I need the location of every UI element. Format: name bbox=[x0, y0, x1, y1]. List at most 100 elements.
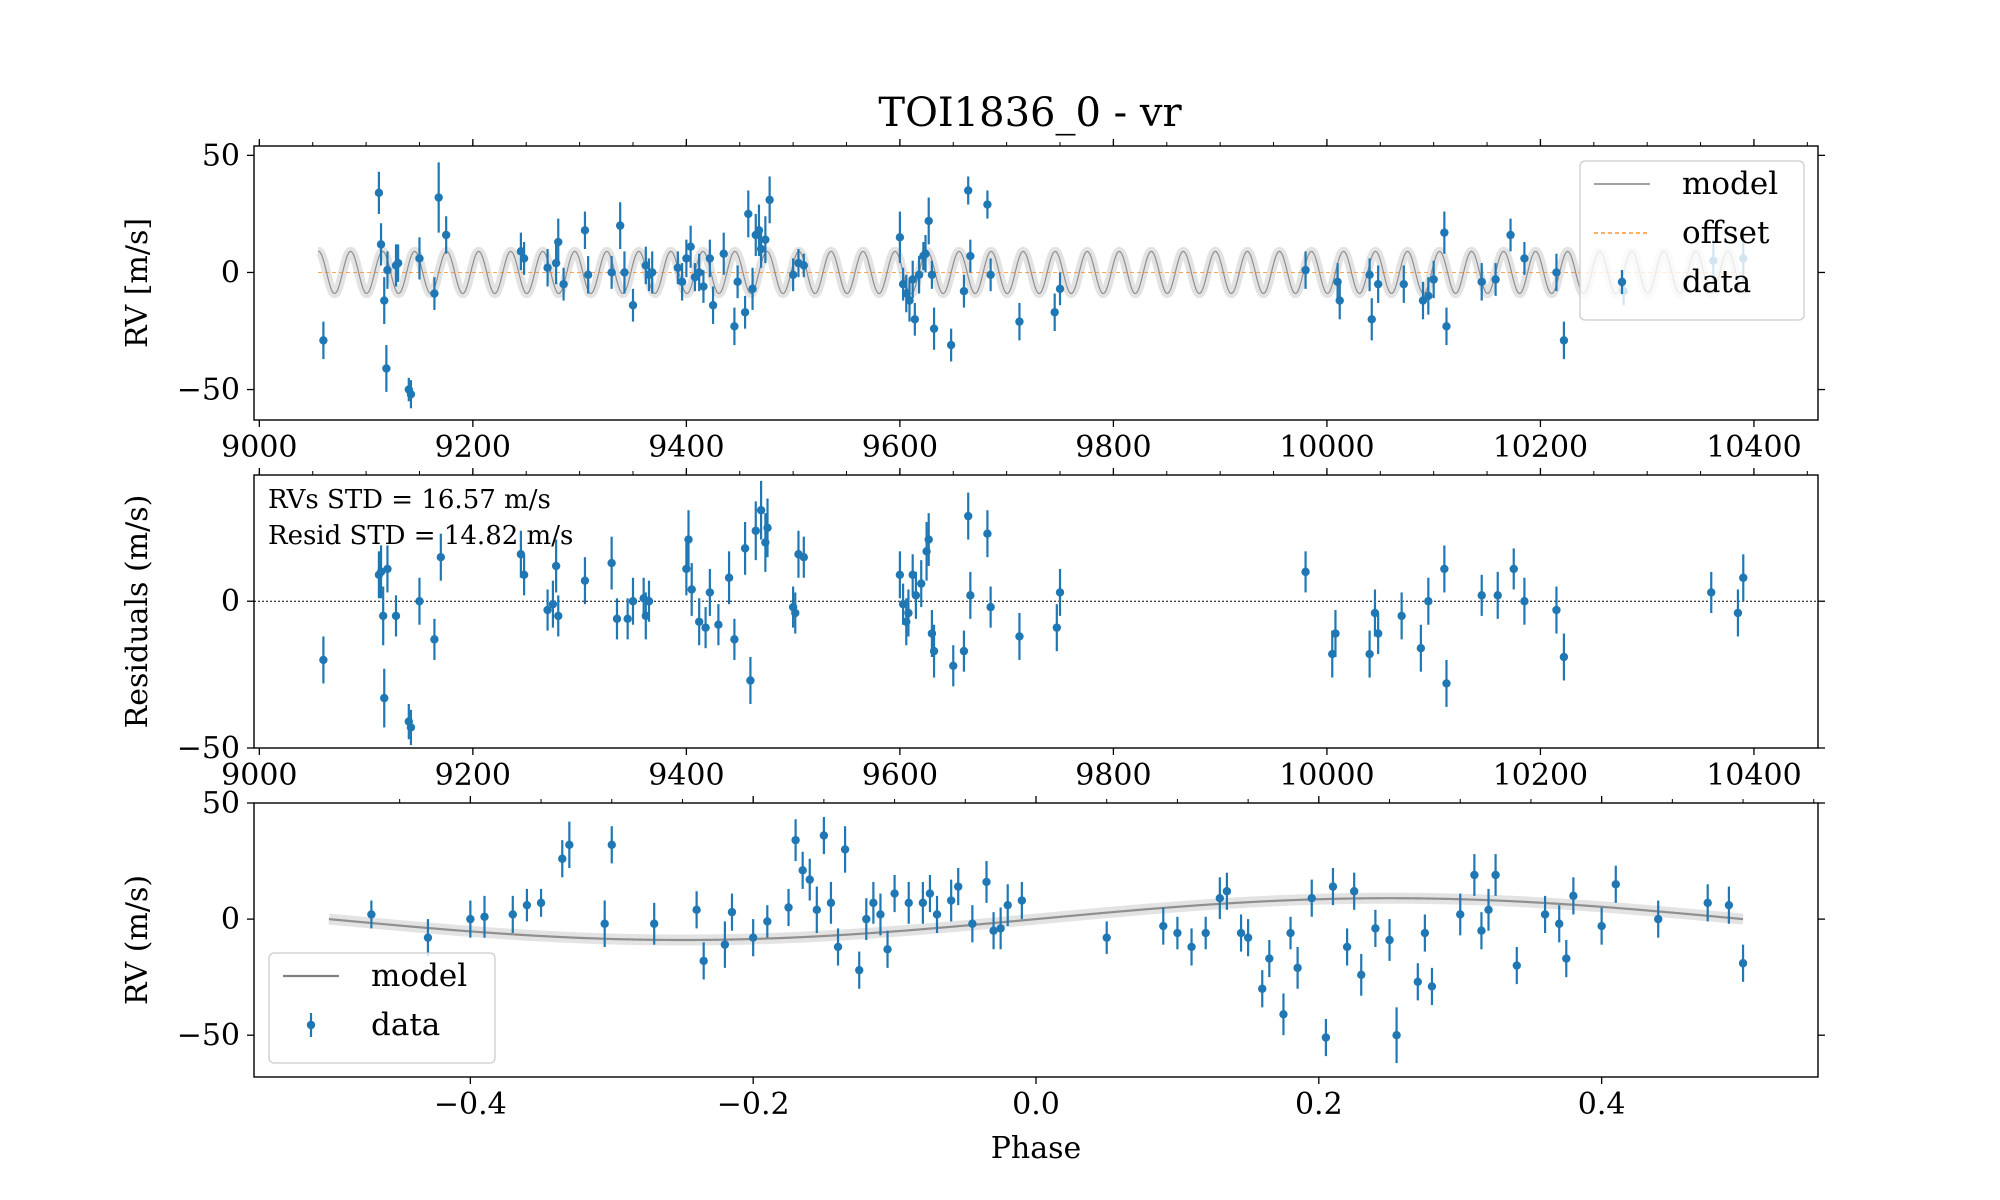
data-point bbox=[406, 709, 416, 746]
y-tick-label: 0 bbox=[221, 902, 240, 937]
data-marker bbox=[580, 226, 590, 235]
data-point bbox=[1559, 633, 1569, 681]
data-marker bbox=[383, 564, 392, 574]
data-marker bbox=[607, 558, 616, 568]
data-point bbox=[1493, 571, 1502, 619]
data-marker bbox=[1265, 954, 1274, 963]
data-marker bbox=[1370, 608, 1380, 618]
data-marker bbox=[1367, 315, 1376, 324]
data-marker bbox=[380, 693, 389, 703]
data-marker bbox=[378, 611, 388, 621]
data-point bbox=[684, 510, 693, 569]
data-point bbox=[1540, 895, 1550, 934]
data-point bbox=[415, 577, 424, 625]
data-marker bbox=[522, 900, 532, 910]
data-marker bbox=[519, 570, 529, 580]
data-point bbox=[649, 902, 659, 945]
data-marker bbox=[580, 576, 590, 585]
data-point bbox=[1050, 293, 1059, 332]
data-point bbox=[1611, 865, 1620, 903]
data-marker bbox=[910, 315, 920, 324]
data-point bbox=[744, 190, 753, 238]
data-marker bbox=[1215, 894, 1225, 903]
x-tick-label: 9600 bbox=[862, 758, 938, 793]
data-point bbox=[1373, 612, 1383, 655]
y-tick-label: −50 bbox=[177, 373, 240, 408]
data-marker bbox=[1373, 629, 1383, 638]
data-marker bbox=[393, 258, 403, 268]
data-marker bbox=[699, 282, 708, 291]
data-marker bbox=[543, 263, 552, 272]
data-marker bbox=[536, 898, 546, 908]
data-point bbox=[727, 893, 737, 931]
data-marker bbox=[733, 277, 742, 287]
phase-folded-panel: −0.4 −0.2 0.0 0.2 0.4 −50 0 50 RV (m/s) Phase mode… bbox=[120, 786, 1825, 1166]
data-marker bbox=[1331, 629, 1340, 638]
data-point bbox=[1055, 272, 1065, 306]
data-point bbox=[730, 618, 739, 660]
data-point bbox=[620, 251, 629, 294]
data-marker bbox=[543, 605, 552, 615]
data-marker bbox=[788, 270, 798, 280]
data-point bbox=[699, 942, 708, 980]
data-marker bbox=[699, 956, 708, 966]
legend-box bbox=[268, 952, 496, 1064]
data-point bbox=[925, 874, 935, 913]
data-point bbox=[583, 256, 593, 294]
data-marker bbox=[918, 898, 928, 908]
data-point bbox=[705, 239, 715, 278]
model-line bbox=[318, 250, 1750, 295]
data-point bbox=[1429, 260, 1438, 299]
data-marker bbox=[1509, 564, 1518, 574]
data-point bbox=[1236, 914, 1246, 952]
data-marker bbox=[730, 322, 739, 331]
data-marker bbox=[1258, 984, 1267, 993]
legend-label: model bbox=[371, 958, 467, 994]
data-marker bbox=[1397, 611, 1406, 621]
data-point bbox=[430, 618, 439, 660]
data-point bbox=[1569, 877, 1578, 915]
data-point bbox=[1367, 298, 1376, 341]
data-marker bbox=[641, 261, 651, 270]
data-point bbox=[968, 905, 977, 943]
data-point bbox=[890, 874, 899, 913]
data-marker bbox=[1429, 275, 1438, 284]
data-point bbox=[436, 533, 446, 581]
data-point bbox=[910, 302, 920, 336]
data-marker bbox=[1173, 928, 1182, 938]
data-marker bbox=[436, 552, 446, 562]
data-marker bbox=[1003, 900, 1012, 910]
data-marker bbox=[895, 233, 905, 242]
data-point bbox=[840, 826, 850, 873]
data-point bbox=[1052, 604, 1062, 652]
data-marker bbox=[927, 270, 937, 280]
data-point bbox=[378, 586, 388, 646]
data-point bbox=[799, 253, 809, 278]
data-point bbox=[1456, 893, 1465, 936]
data-marker bbox=[1442, 322, 1451, 331]
data-marker bbox=[1365, 649, 1374, 659]
legend-data-swatch bbox=[1617, 277, 1627, 287]
data-marker bbox=[423, 933, 433, 942]
data-marker bbox=[644, 597, 654, 606]
data-point bbox=[1724, 886, 1734, 924]
data-point bbox=[1738, 944, 1748, 982]
data-marker bbox=[1055, 588, 1065, 597]
data-point bbox=[415, 237, 424, 280]
data-point bbox=[1215, 877, 1225, 920]
data-marker bbox=[628, 301, 638, 310]
data-point bbox=[748, 919, 758, 957]
data-marker bbox=[756, 244, 766, 254]
legend-label: data bbox=[371, 1007, 440, 1043]
data-point bbox=[319, 321, 328, 360]
data-point bbox=[1301, 251, 1310, 289]
data-point bbox=[1331, 610, 1340, 657]
data-point bbox=[519, 554, 529, 596]
data-point bbox=[648, 251, 657, 294]
data-point bbox=[1506, 218, 1515, 252]
data-marker bbox=[751, 526, 760, 535]
plot-area bbox=[254, 480, 1818, 746]
data-point bbox=[1552, 586, 1561, 634]
data-point bbox=[1491, 263, 1500, 296]
data-point bbox=[748, 267, 757, 310]
